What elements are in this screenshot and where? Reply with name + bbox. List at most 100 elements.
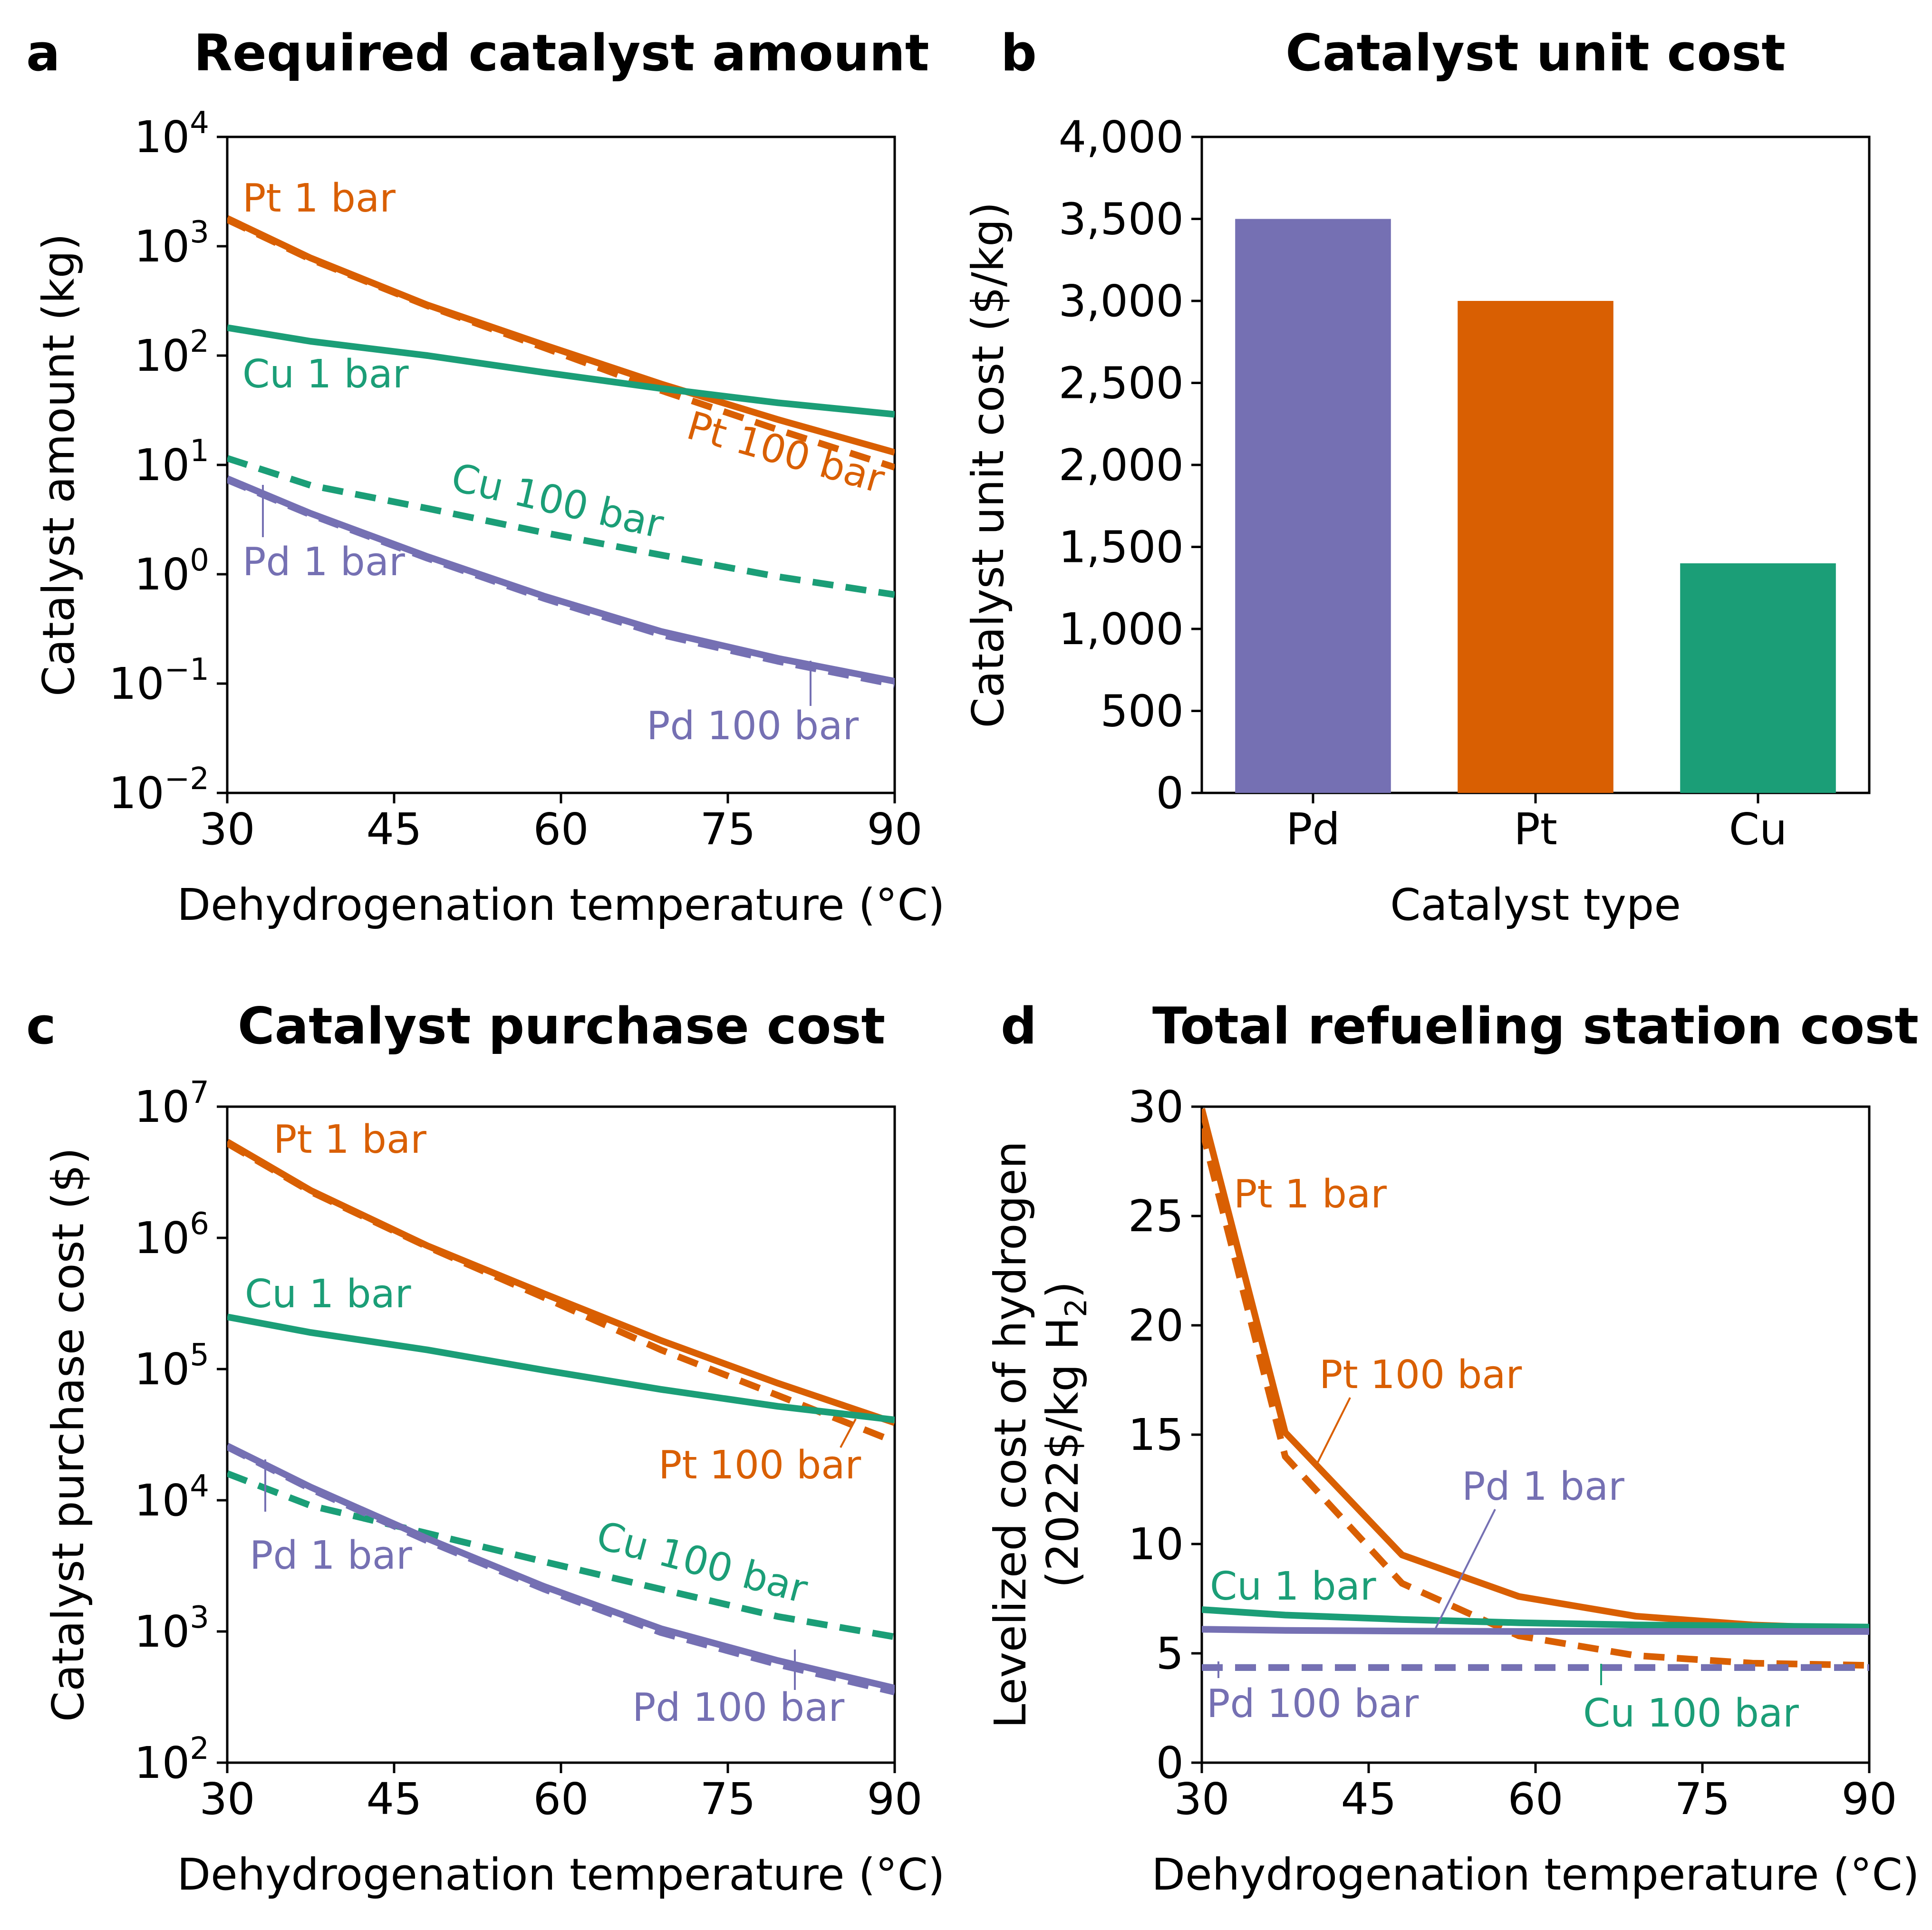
panel-d-ytick-label: 10: [1128, 1519, 1184, 1570]
panel-b-ytick-label: 2,000: [1059, 440, 1184, 491]
panel-b-ytick-label: 0: [1156, 768, 1184, 819]
panel-letter-c: c: [26, 997, 56, 1055]
panel-d-leader-pd-1bar: [1435, 1509, 1496, 1629]
panel-d-ytick-label: 0: [1156, 1737, 1184, 1788]
panel-b: b Catalyst unit cost Pd Pt Cu 0 500 1,000 1,5…: [963, 24, 1871, 930]
panel-c-series-cu-100bar: [227, 1470, 895, 1640]
panel-d-ylabel-line2: (2022$/kg H2): [1037, 1281, 1093, 1588]
panel-c-ytick-label: 102: [134, 1731, 209, 1788]
panel-d-label-cu-1bar: Cu 1 bar: [1210, 1564, 1376, 1609]
panel-a-xtick-label: 90: [867, 804, 922, 855]
panel-a-xlabel: Dehydrogenation temperature (°C): [177, 879, 945, 930]
panel-d-x-ticks: 30 45 60 75 90: [1174, 1763, 1897, 1824]
panel-c: c Catalyst purchase cost 30 45 60 75 90 1021…: [26, 997, 945, 1900]
panel-b-x-ticks: Pd Pt Cu: [1286, 793, 1787, 855]
panel-letter-a: a: [26, 24, 60, 82]
panel-b-xtick-label: Cu: [1729, 804, 1787, 855]
panel-a-series-lines: [227, 215, 895, 688]
panel-c-series-pt-1bar: [227, 1139, 895, 1426]
panel-d-label-pt-100bar: Pt 100 bar: [1319, 1352, 1522, 1398]
panel-letter-b: b: [1001, 24, 1037, 82]
panel-a-series-cu-1bar: [227, 324, 895, 418]
panel-d-label-pt-1bar: Pt 1 bar: [1234, 1172, 1387, 1217]
panel-c-xlabel: Dehydrogenation temperature (°C): [177, 1849, 945, 1900]
panel-c-title: Catalyst purchase cost: [238, 997, 885, 1055]
panel-a-xtick-label: 75: [700, 804, 755, 855]
panel-c-xtick-label: 60: [533, 1774, 589, 1824]
panel-b-ytick-label: 4,000: [1059, 112, 1184, 163]
panel-d-ylabel: Levelized cost of hydrogen (2022$/kg H2): [985, 1141, 1093, 1728]
panel-c-xtick-label: 90: [867, 1774, 922, 1824]
panel-a-label-pt-1bar: Pt 1 bar: [242, 176, 396, 221]
panel-a-ytick-label: 100: [134, 543, 209, 600]
panel-d-ylabel-line2-suffix: ): [1037, 1281, 1088, 1298]
panel-d-xlabel: Dehydrogenation temperature (°C): [1151, 1849, 1919, 1900]
panel-c-label-pd-100bar: Pd 100 bar: [632, 1685, 844, 1730]
panel-c-ytick-label: 104: [134, 1469, 209, 1526]
panel-c-label-cu-1bar: Cu 1 bar: [245, 1272, 411, 1317]
panel-a-label-pd-100bar: Pd 100 bar: [647, 704, 859, 749]
panel-d-ytick-label: 15: [1128, 1409, 1184, 1460]
panel-a-series-pt-1bar: [227, 215, 895, 456]
panel-c-xtick-label: 30: [199, 1774, 255, 1824]
panel-b-xtick-label: Pd: [1286, 804, 1340, 855]
panel-b-bar-pd: [1235, 219, 1391, 793]
panel-d-xtick-label: 45: [1341, 1774, 1396, 1824]
panel-b-ytick-label: 2,500: [1059, 358, 1184, 409]
panel-d-ytick-label: 25: [1128, 1191, 1184, 1242]
panel-b-bar-pt: [1458, 301, 1613, 793]
panel-d-label-pd-1bar: Pd 1 bar: [1462, 1464, 1624, 1509]
panel-c-x-ticks: 30 45 60 75 90: [199, 1763, 923, 1824]
panel-b-y-ticks: 0 500 1,000 1,500 2,000 2,500 3,000 3,500 4,000: [1059, 112, 1202, 819]
panel-a-ytick-label: 10−2: [109, 762, 209, 819]
panel-a-ytick-label: 101: [134, 434, 209, 491]
panel-c-label-cu-100bar: Cu 100 bar: [592, 1513, 812, 1612]
panel-c-leader-pt-100bar: [840, 1419, 857, 1448]
panel-a-ytick-label: 103: [134, 215, 209, 272]
panel-d-series-cu-1bar: [1202, 1606, 1869, 1631]
panel-a-ylabel: Catalyst amount (kg): [33, 233, 84, 696]
panel-b-ytick-label: 500: [1100, 686, 1184, 737]
panel-b-ytick-label: 1,500: [1059, 522, 1184, 573]
panel-c-xtick-label: 45: [366, 1774, 422, 1824]
panel-b-ylabel: Catalyst unit cost ($/kg): [963, 202, 1014, 728]
panel-d-series-pt-100bar: [1202, 1128, 1869, 1669]
panel-d-ylabel-line2-sub: 2: [1059, 1298, 1093, 1317]
panel-d-xtick-label: 75: [1674, 1774, 1730, 1824]
panel-d-title: Total refueling station cost: [1152, 997, 1919, 1055]
panel-c-series-cu-1bar: [227, 1313, 895, 1423]
panel-d-label-pd-100bar: Pd 100 bar: [1207, 1681, 1419, 1727]
panel-a: a Required catalyst amount 30 45 60 75 90 10…: [26, 24, 945, 930]
panel-c-ytick-label: 107: [134, 1075, 209, 1132]
panel-c-series-pd-1bar: [227, 1443, 895, 1692]
panel-d: d Total refueling station cost 30 45 60 75 9…: [985, 997, 1920, 1900]
panel-c-ytick-label: 105: [134, 1338, 209, 1395]
panel-a-series-pd-1bar: [227, 475, 895, 685]
panel-d-ytick-label: 30: [1128, 1081, 1184, 1132]
panel-d-series-pd-1bar: [1202, 1626, 1869, 1635]
panel-d-xtick-label: 60: [1507, 1774, 1563, 1824]
panel-c-y-ticks: 102 103 104 105 106 107: [134, 1075, 227, 1788]
panel-a-label-cu-1bar: Cu 1 bar: [242, 352, 409, 397]
panel-a-ytick-label: 104: [134, 106, 209, 163]
panel-letter-d: d: [1001, 997, 1037, 1055]
panel-a-xtick-label: 45: [366, 804, 422, 855]
panel-d-ytick-label: 5: [1156, 1628, 1184, 1679]
panel-c-xtick-label: 75: [700, 1774, 755, 1824]
panel-a-label-pt-100bar: Pt 100 bar: [682, 403, 889, 502]
panel-b-ytick-label: 1,000: [1059, 604, 1184, 655]
panel-a-xtick-label: 30: [199, 804, 255, 855]
panel-c-label-pd-1bar: Pd 1 bar: [250, 1533, 412, 1578]
panel-a-ytick-label: 10−1: [109, 652, 209, 709]
panel-d-ylabel-line2-prefix: (2022$/kg H: [1037, 1317, 1088, 1588]
panel-d-leader-pt-100bar: [1316, 1397, 1351, 1465]
panel-d-y-ticks: 0 5 10 15 20 25 30: [1128, 1081, 1202, 1788]
panel-a-y-ticks: 10−2 10−1 100 101 102 103 104: [109, 106, 227, 819]
panel-c-ytick-label: 103: [134, 1600, 209, 1657]
panel-a-x-ticks: 30 45 60 75 90: [199, 793, 923, 855]
panel-b-xlabel: Catalyst type: [1390, 879, 1681, 930]
panel-d-ylabel-line1: Levelized cost of hydrogen: [985, 1141, 1036, 1728]
panel-c-ytick-label: 106: [134, 1206, 209, 1264]
panel-c-series-pt-100bar: [227, 1140, 895, 1445]
